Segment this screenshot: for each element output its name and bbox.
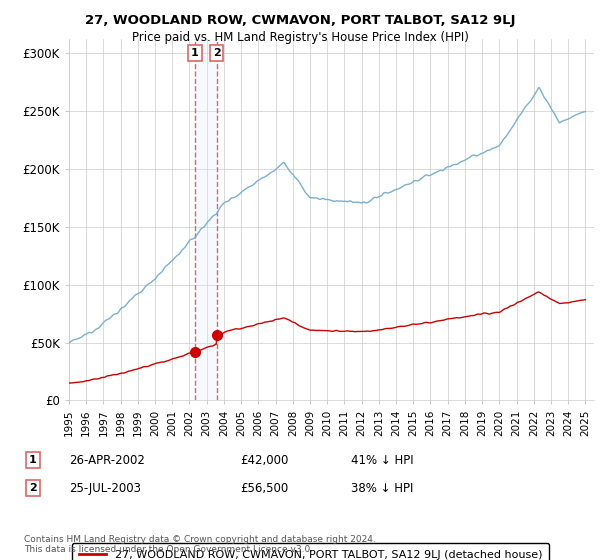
Text: Price paid vs. HM Land Registry's House Price Index (HPI): Price paid vs. HM Land Registry's House … [131, 31, 469, 44]
Text: 38% ↓ HPI: 38% ↓ HPI [351, 482, 413, 495]
Text: 25-JUL-2003: 25-JUL-2003 [69, 482, 141, 495]
Text: 2: 2 [29, 483, 37, 493]
Text: 27, WOODLAND ROW, CWMAVON, PORT TALBOT, SA12 9LJ: 27, WOODLAND ROW, CWMAVON, PORT TALBOT, … [85, 14, 515, 27]
Text: 1: 1 [29, 455, 37, 465]
Text: 1: 1 [191, 48, 199, 58]
Text: Contains HM Land Registry data © Crown copyright and database right 2024.
This d: Contains HM Land Registry data © Crown c… [24, 535, 376, 554]
Bar [195, 39, 217, 400]
Text: 41% ↓ HPI: 41% ↓ HPI [351, 454, 413, 467]
Text: 2: 2 [212, 48, 220, 58]
Text: £42,000: £42,000 [240, 454, 289, 467]
Legend: 27, WOODLAND ROW, CWMAVON, PORT TALBOT, SA12 9LJ (detached house), HPI: Average : 27, WOODLAND ROW, CWMAVON, PORT TALBOT, … [72, 543, 550, 560]
Text: 26-APR-2002: 26-APR-2002 [69, 454, 145, 467]
Text: £56,500: £56,500 [240, 482, 288, 495]
